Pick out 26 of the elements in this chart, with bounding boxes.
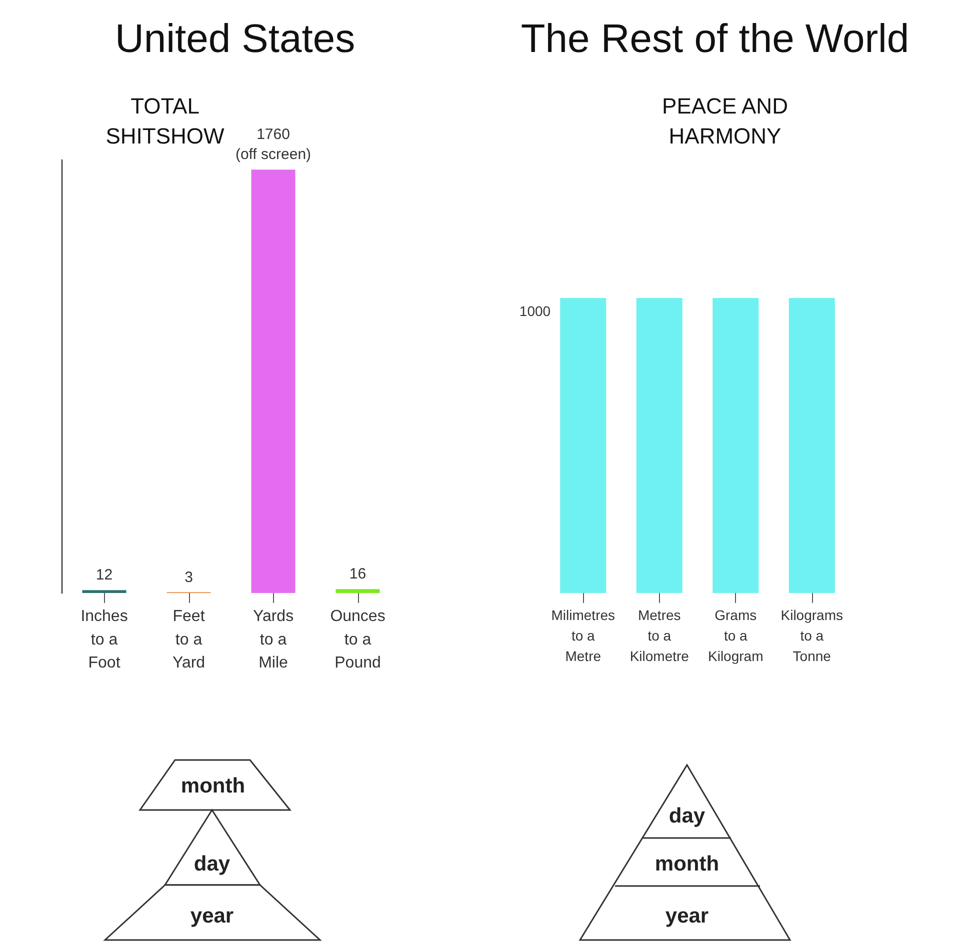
data-label: 12 — [96, 566, 113, 584]
chart-title: The Rest of the World — [520, 17, 910, 61]
data-label: 3 — [184, 568, 193, 586]
x-tick-label: Milimetres to a Metre — [551, 607, 616, 664]
x-tick-label: Feet to a Yard — [172, 608, 206, 672]
annotation: 1000 — [519, 303, 551, 319]
text: month — [654, 852, 720, 876]
x-tick-label: Kilograms to a Tonne — [780, 607, 843, 664]
data-label: 16 — [349, 566, 366, 583]
chart-subtitle: TOTAL SHITSHOW — [106, 94, 225, 148]
chart-title: United States — [114, 17, 356, 61]
x-tick-label: Grams to a Kilogram — [708, 607, 764, 664]
x-tick-label: Metres to a Kilometre — [630, 607, 690, 664]
x-tick-label: Inches to a Foot — [80, 608, 128, 672]
text: month — [180, 774, 246, 798]
text: year — [190, 904, 234, 928]
x-tick-label: Yards to a Mile — [252, 608, 294, 672]
text: year — [665, 904, 709, 928]
text: day — [194, 852, 230, 876]
bar — [336, 589, 380, 593]
bar — [82, 590, 126, 593]
x-tick-label: Ounces to a Pound — [330, 608, 386, 672]
text: day — [668, 804, 706, 828]
bar — [251, 170, 296, 593]
chart-subtitle: PEACE AND HARMONY — [662, 94, 788, 148]
data-label: 1760 (off screen) — [235, 126, 312, 164]
